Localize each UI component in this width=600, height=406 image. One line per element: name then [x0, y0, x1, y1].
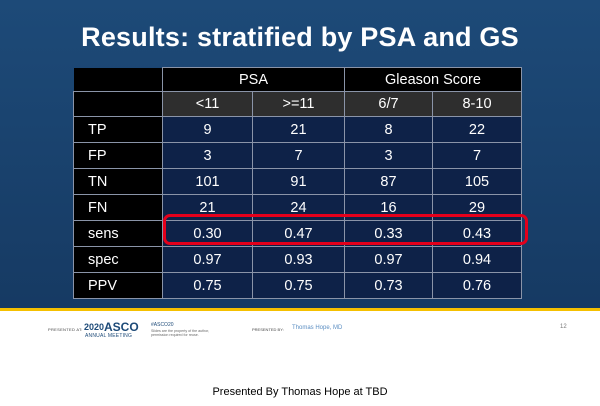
sub-header-row: <11 >=11 6/7 8-10 [73, 91, 522, 117]
table-cell: 24 [252, 194, 345, 221]
table-cell: 3 [162, 142, 253, 169]
table-cell: 91 [252, 168, 345, 195]
row-label: FP [73, 142, 163, 169]
table-row: PPV 0.75 0.75 0.73 0.76 [73, 272, 522, 299]
row-label-header [73, 91, 163, 117]
sub-header-psa-high: >=11 [252, 91, 345, 117]
hashtag: #ASCO20 [151, 322, 174, 328]
logo-subtitle: ANNUAL MEETING [85, 333, 133, 339]
table-cell: 0.73 [344, 272, 433, 299]
slide: Results: stratified by PSA and GS PSA Gl… [0, 0, 600, 308]
sub-header-gs-low: 6/7 [344, 91, 433, 117]
row-label: FN [73, 194, 163, 221]
row-label: sens [73, 220, 163, 247]
caption: Presented By Thomas Hope at TBD [212, 386, 388, 398]
table-cell: 0.76 [432, 272, 522, 299]
table-row: sens 0.30 0.47 0.33 0.43 [73, 220, 522, 247]
table-row: FN 21 24 16 29 [73, 194, 522, 221]
table-row: FP 3 7 3 7 [73, 142, 522, 169]
table-cell: 22 [432, 116, 522, 143]
table-cell: 101 [162, 168, 253, 195]
table-cell: 7 [252, 142, 345, 169]
table-cell: 9 [162, 116, 253, 143]
row-label: TN [73, 168, 163, 195]
table-cell: 0.75 [252, 272, 345, 299]
group-header-gleason: Gleason Score [344, 67, 522, 92]
slide-footer: PRESENTED AT: 2020 ASCO ANNUAL MEETING #… [0, 308, 600, 341]
table-cell: 21 [252, 116, 345, 143]
sub-header-gs-high: 8-10 [432, 91, 522, 117]
sub-header-psa-low: <11 [162, 91, 253, 117]
table-cell: 87 [344, 168, 433, 195]
copyright-note: Slides are the property of the author, p… [151, 329, 210, 337]
table-cell: 29 [432, 194, 522, 221]
row-label: PPV [73, 272, 163, 299]
asco-logo: ASCO [104, 320, 139, 334]
table-cell: 0.30 [162, 220, 253, 247]
slide-title: Results: stratified by PSA and GS [81, 22, 519, 52]
table-cell: 0.43 [432, 220, 522, 247]
table-cell: 8 [344, 116, 433, 143]
row-label: TP [73, 116, 163, 143]
table-row: TP 9 21 8 22 [73, 116, 522, 143]
table-cell: 7 [432, 142, 522, 169]
table-cell: 0.97 [162, 246, 253, 273]
presenter-name: Thomas Hope, MD [292, 325, 343, 331]
presented-at-label: PRESENTED AT: [48, 327, 83, 332]
table-row: TN 101 91 87 105 [73, 168, 522, 195]
table-cell: 0.47 [252, 220, 345, 247]
table-cell: 0.75 [162, 272, 253, 299]
table-cell: 0.33 [344, 220, 433, 247]
table-cell: 0.94 [432, 246, 522, 273]
table-cell: 3 [344, 142, 433, 169]
page-number: 12 [560, 324, 567, 330]
table-row: spec 0.97 0.93 0.97 0.94 [73, 246, 522, 273]
group-header-row: PSA Gleason Score [73, 67, 522, 92]
results-table: PSA Gleason Score <11 >=11 6/7 8-10 TP 9… [73, 67, 522, 299]
table-cell: 0.93 [252, 246, 345, 273]
table-cell: 21 [162, 194, 253, 221]
row-label: spec [73, 246, 163, 273]
empty-corner [73, 67, 163, 92]
table-cell: 0.97 [344, 246, 433, 273]
group-header-psa: PSA [162, 67, 345, 92]
logo-year: 2020 [84, 322, 105, 332]
table-cell: 105 [432, 168, 522, 195]
table-cell: 16 [344, 194, 433, 221]
presented-by-label: PRESENTED BY: [252, 327, 284, 332]
